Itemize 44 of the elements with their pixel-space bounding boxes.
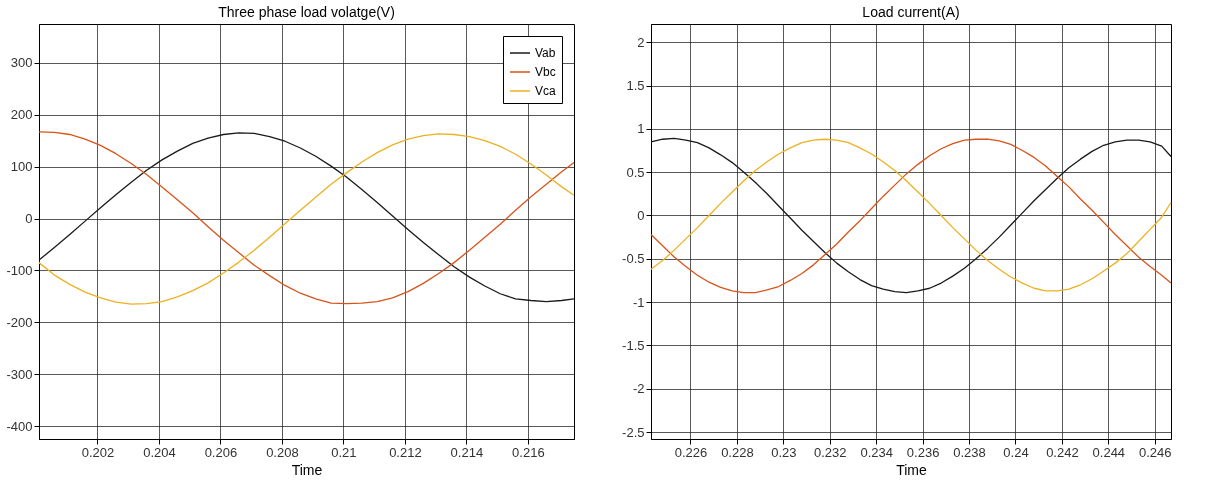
x-tick-label: 0.21: [331, 444, 357, 460]
y-tick-label: 300: [10, 55, 33, 71]
x-tick-label: 0.228: [721, 444, 754, 460]
y-tick-label: 0.5: [626, 164, 645, 180]
legend-label: Vbc: [535, 65, 556, 79]
y-tick-label: -0.5: [622, 251, 645, 267]
y-tick-label: 2: [637, 34, 645, 50]
legend-label: Vab: [535, 46, 556, 60]
x-axis-title: Time: [291, 461, 323, 478]
y-tick-label: -200: [6, 314, 33, 330]
x-tick-label: 0.216: [512, 444, 545, 460]
y-tick-label: -100: [6, 262, 33, 278]
x-tick-label: 0.208: [266, 444, 299, 460]
y-tick-label: 100: [10, 159, 33, 175]
y-tick-label: 0: [637, 207, 645, 223]
x-tick-label: 0.202: [81, 444, 115, 460]
y-tick-label: 1: [637, 121, 645, 137]
x-tick-label: 0.23: [771, 444, 797, 460]
y-tick-label: 1.5: [626, 78, 645, 94]
x-tick-label: 0.246: [1138, 444, 1172, 460]
y-tick-label: -1: [632, 294, 645, 310]
x-tick-label: 0.206: [204, 444, 238, 460]
x-tick-label: 0.234: [860, 444, 893, 460]
x-tick-label: 0.24: [1003, 444, 1029, 460]
x-tick-label: 0.236: [906, 444, 940, 460]
y-tick-label: -2.5: [622, 424, 645, 440]
x-tick-label: 0.212: [389, 444, 422, 460]
legend-label: Vca: [535, 84, 556, 98]
y-tick-label: 0: [25, 211, 33, 227]
x-tick-label: 0.242: [1046, 444, 1079, 460]
y-tick-label: -1.5: [622, 337, 645, 353]
y-tick-label: -400: [6, 418, 33, 434]
x-tick-label: 0.244: [1092, 444, 1126, 460]
y-tick-label: -300: [6, 366, 33, 382]
chart-title: Load current(A): [862, 4, 960, 20]
x-axis-title: Time: [896, 461, 928, 478]
x-tick-label: 0.232: [813, 444, 847, 460]
y-tick-label: -2: [632, 381, 645, 397]
x-tick-label: 0.204: [143, 444, 176, 460]
x-tick-label: 0.238: [953, 444, 986, 460]
chart-title: Three phase load volatge(V): [218, 4, 395, 20]
x-tick-label: 0.226: [674, 444, 708, 460]
x-tick-label: 0.214: [450, 444, 484, 460]
y-tick-label: 200: [10, 107, 33, 123]
